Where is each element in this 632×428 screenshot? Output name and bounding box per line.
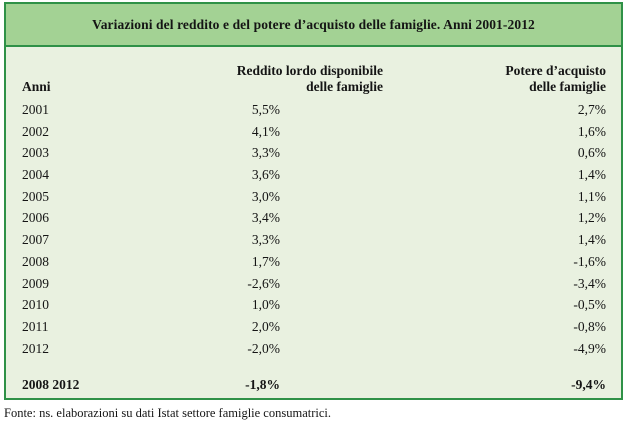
- column-header-anni: Anni: [22, 79, 51, 94]
- year-cell: 2002: [22, 123, 49, 139]
- table-row: 2007 3,3% 1,4%: [6, 229, 621, 251]
- statistics-table: Variazioni del reddito e del potere d’ac…: [4, 2, 623, 400]
- potere-value-cell: 2,7%: [577, 102, 606, 117]
- table-row: 2010 1,0% -0,5%: [6, 294, 621, 316]
- year-cell: 2005: [22, 188, 49, 204]
- empty-spacer-row: [6, 359, 621, 374]
- potere-value-cell: 1,6%: [577, 123, 606, 139]
- table-row: 2006 3,4% 1,2%: [6, 207, 621, 229]
- summary-potere-value: -9,4%: [571, 377, 606, 393]
- table-body: 2001 5,5% 2,7% 2002 4,1% 1,6% 2003 3,3% …: [6, 99, 621, 359]
- column-header-potere-line1: Potere d’acquisto: [505, 63, 606, 78]
- reddito-value-cell: -2,0%: [247, 340, 280, 356]
- column-header-potere: Potere d’acquisto delle famiglie: [383, 63, 621, 95]
- table-row: 2009 -2,6% -3,4%: [6, 273, 621, 295]
- table-row: 2005 3,0% 1,1%: [6, 186, 621, 208]
- table-row: 2008 1,7% -1,6%: [6, 251, 621, 273]
- year-cell: 2001: [22, 102, 49, 117]
- year-cell: 2008: [22, 253, 49, 269]
- potere-value-cell: -0,8%: [573, 318, 606, 334]
- source-note: Fonte: ns. elaborazioni su dati Istat se…: [4, 406, 331, 420]
- potere-value-cell: 1,1%: [577, 188, 606, 204]
- year-cell: 2009: [22, 275, 49, 291]
- year-cell: 2012: [22, 340, 49, 356]
- table-row: 2011 2,0% -0,8%: [6, 316, 621, 338]
- reddito-value-cell: 4,1%: [251, 123, 280, 139]
- potere-value-cell: -0,5%: [573, 297, 606, 313]
- year-cell: 2003: [22, 145, 49, 161]
- year-cell: 2004: [22, 167, 49, 183]
- year-cell: 2010: [22, 297, 49, 313]
- potere-value-cell: 1,2%: [577, 210, 606, 226]
- table-row: 2003 3,3% 0,6%: [6, 142, 621, 164]
- reddito-value-cell: 5,5%: [251, 102, 280, 117]
- reddito-value-cell: -2,6%: [247, 275, 280, 291]
- summary-row: 2008 2012 -1,8% -9,4%: [6, 374, 621, 396]
- potere-value-cell: -1,6%: [573, 253, 606, 269]
- summary-reddito-value: -1,8%: [245, 377, 280, 393]
- year-cell: 2006: [22, 210, 49, 226]
- column-header-reddito: Reddito lordo disponibile delle famiglie: [156, 63, 383, 95]
- potere-value-cell: -3,4%: [573, 275, 606, 291]
- year-cell: 2011: [22, 318, 49, 334]
- column-header-potere-line2: delle famiglie: [529, 79, 606, 94]
- potere-value-cell: -4,9%: [573, 340, 606, 356]
- reddito-value-cell: 3,3%: [251, 145, 280, 161]
- table-row: 2012 -2,0% -4,9%: [6, 338, 621, 360]
- table-row: 2004 3,6% 1,4%: [6, 164, 621, 186]
- reddito-value-cell: 1,0%: [251, 297, 280, 313]
- table-row: 2002 4,1% 1,6%: [6, 121, 621, 143]
- reddito-value-cell: 3,4%: [251, 210, 280, 226]
- summary-label: 2008 2012: [22, 377, 80, 393]
- potere-value-cell: 0,6%: [577, 145, 606, 161]
- column-header-reddito-line1: Reddito lordo disponibile: [236, 63, 383, 78]
- potere-value-cell: 1,4%: [577, 167, 606, 183]
- reddito-value-cell: 3,0%: [251, 188, 280, 204]
- reddito-value-cell: 3,3%: [251, 232, 280, 248]
- reddito-value-cell: 1,7%: [251, 253, 280, 269]
- table-row: 2001 5,5% 2,7%: [6, 99, 621, 121]
- table-title-bar: Variazioni del reddito e del potere d’ac…: [6, 4, 621, 47]
- potere-value-cell: 1,4%: [577, 232, 606, 248]
- column-header-reddito-line2: delle famiglie: [306, 79, 383, 94]
- table-title: Variazioni del reddito e del potere d’ac…: [92, 16, 535, 32]
- table-header-row: Anni Reddito lordo disponibile delle fam…: [6, 47, 621, 99]
- reddito-value-cell: 3,6%: [251, 167, 280, 183]
- year-cell: 2007: [22, 232, 49, 248]
- reddito-value-cell: 2,0%: [251, 318, 280, 334]
